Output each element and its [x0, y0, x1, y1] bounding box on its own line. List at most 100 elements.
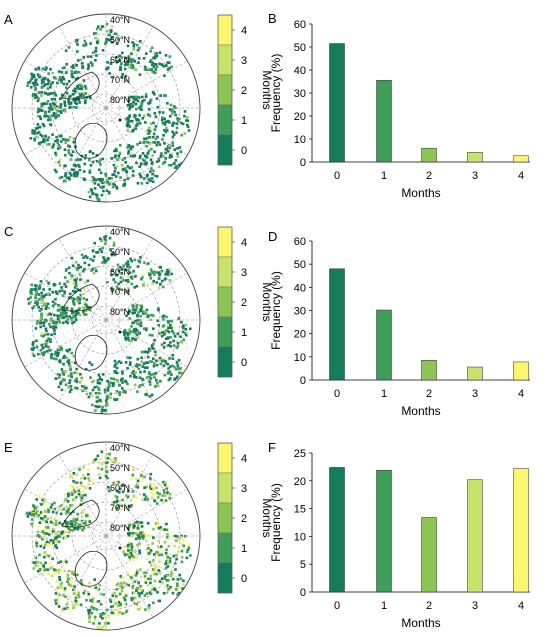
- land-cell: [123, 182, 127, 185]
- land-cell: [66, 350, 70, 353]
- meridian-line: [105, 238, 154, 321]
- land-cell: [40, 343, 44, 347]
- land-cell: [72, 168, 76, 172]
- land-cell: [76, 59, 80, 62]
- land-cell: [105, 461, 109, 464]
- land-cell: [94, 46, 98, 50]
- land-cell: [87, 63, 90, 66]
- land-cell: [178, 585, 181, 589]
- land-cell: [42, 546, 46, 549]
- land-cell: [122, 595, 125, 598]
- land-cell: [124, 279, 128, 282]
- land-cell: [36, 110, 40, 114]
- land-cell: [56, 595, 60, 599]
- land-cell: [100, 193, 104, 197]
- land-cell: [167, 330, 171, 334]
- land-cell: [150, 313, 153, 317]
- land-cell: [185, 550, 189, 554]
- land-cell: [147, 113, 150, 116]
- land-cell: [126, 104, 130, 107]
- land-cell: [124, 361, 128, 364]
- land-cell: [45, 66, 48, 70]
- land-cell: [121, 498, 124, 502]
- land-cell: [110, 273, 113, 277]
- land-cell: [138, 542, 141, 546]
- land-cell: [42, 77, 45, 80]
- land-cell: [168, 121, 171, 124]
- land-cell: [164, 277, 167, 280]
- land-cell: [66, 510, 70, 513]
- land-cell: [124, 505, 128, 509]
- land-cell: [117, 269, 121, 273]
- bar-month-2: [421, 360, 437, 381]
- land-cell: [166, 560, 170, 563]
- land-cell: [148, 333, 152, 337]
- land-cell: [139, 104, 143, 108]
- land-cell: [137, 119, 141, 122]
- land-cell: [126, 289, 130, 293]
- land-cell: [139, 521, 142, 524]
- arctic-islands-outline: [61, 499, 100, 528]
- land-cell: [115, 500, 119, 503]
- land-cell: [40, 314, 43, 318]
- land-cell: [180, 560, 184, 564]
- land-cell: [52, 319, 55, 323]
- land-cell: [189, 327, 192, 331]
- land-cell: [103, 235, 106, 239]
- land-cell: [121, 381, 124, 384]
- land-cell: [127, 275, 130, 279]
- x-tick-label: 1: [381, 170, 387, 182]
- land-cell: [89, 55, 93, 58]
- land-cell: [46, 82, 50, 86]
- land-cell: [46, 99, 50, 103]
- colorbar-title: Months: [260, 498, 274, 537]
- colorbar-tick-label: 2: [241, 297, 247, 309]
- land-cell: [41, 301, 44, 304]
- x-axis-title: Months: [401, 616, 440, 630]
- land-cell: [176, 119, 180, 123]
- land-cell: [76, 76, 80, 80]
- land-cell: [34, 301, 37, 305]
- land-cell: [111, 592, 115, 595]
- land-cell: [113, 378, 117, 381]
- land-cell: [175, 166, 178, 169]
- land-cell: [68, 171, 72, 175]
- colorbar-segment: [217, 442, 233, 474]
- land-cell: [104, 475, 108, 478]
- land-cell: [40, 351, 44, 355]
- land-cell: [97, 388, 101, 391]
- land-cell: [126, 532, 130, 535]
- land-cell: [90, 380, 94, 384]
- land-cell: [62, 593, 65, 597]
- land-cell: [150, 344, 154, 347]
- land-cell: [137, 591, 140, 595]
- land-cell: [57, 531, 61, 535]
- land-cell: [153, 128, 157, 131]
- land-cell: [79, 579, 83, 582]
- land-cell: [154, 53, 157, 56]
- land-cell: [82, 526, 86, 530]
- land-cell: [127, 65, 131, 68]
- land-cell: [81, 509, 84, 512]
- y-tick-label: 20: [294, 329, 306, 341]
- land-cell: [144, 361, 148, 364]
- land-cell: [70, 65, 73, 69]
- land-cell: [58, 373, 62, 377]
- land-cell: [73, 87, 77, 91]
- land-cell: [91, 259, 95, 262]
- land-cell: [49, 340, 52, 343]
- land-cell: [155, 378, 158, 382]
- land-cell: [157, 308, 160, 312]
- land-cell: [133, 580, 137, 583]
- land-cell: [47, 306, 51, 310]
- land-cell: [112, 173, 115, 177]
- land-cell: [135, 496, 138, 500]
- land-cell: [144, 539, 148, 543]
- land-cell: [106, 394, 109, 398]
- land-cell: [131, 473, 135, 477]
- land-cell: [63, 95, 67, 98]
